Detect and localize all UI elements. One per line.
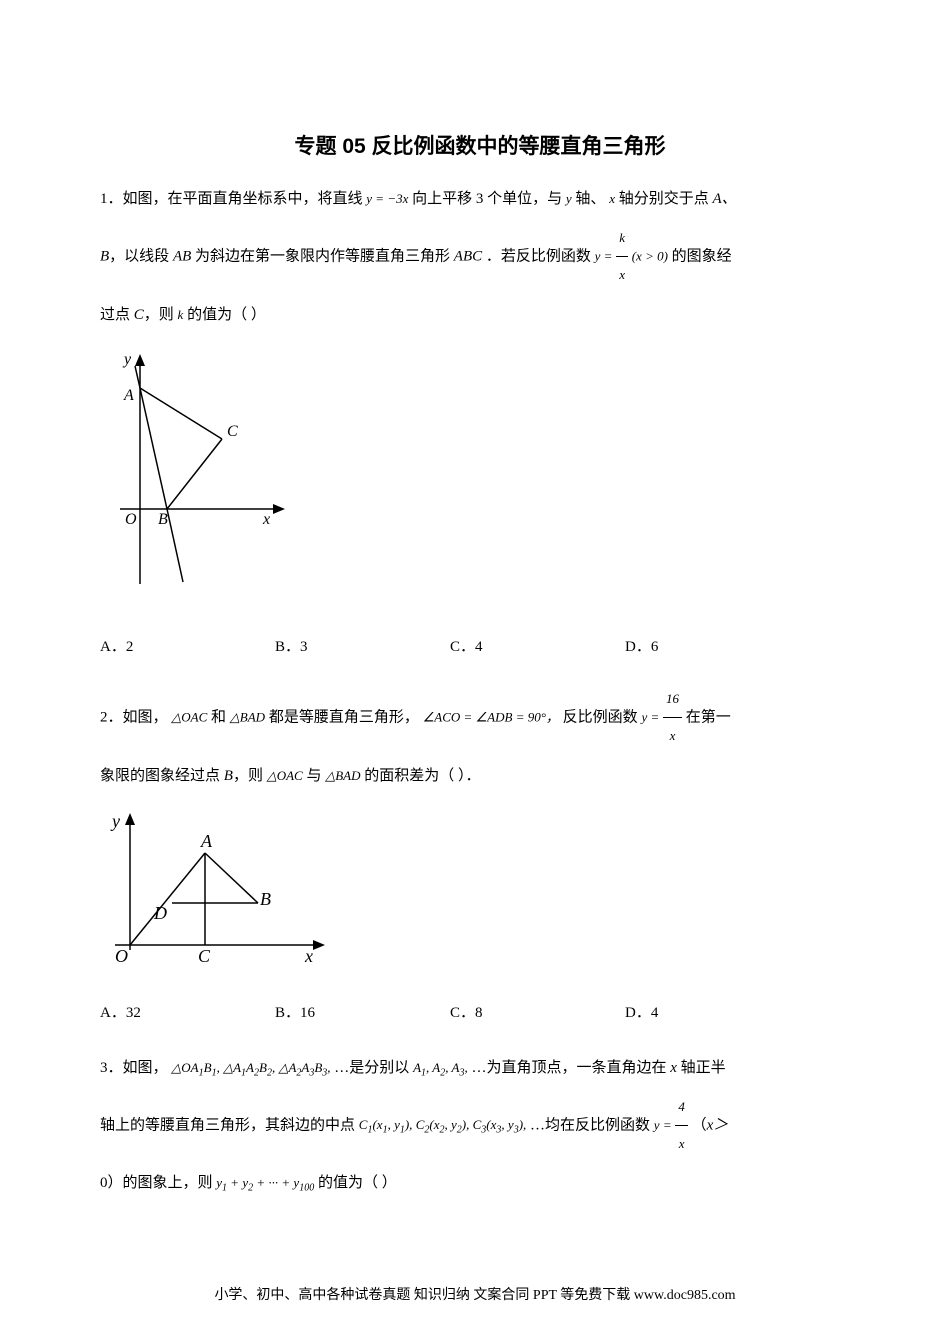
svg-text:O: O xyxy=(115,946,128,966)
q1-var: A、 xyxy=(712,191,736,207)
q2-option-a: A．32 xyxy=(100,994,275,1033)
q1-options: A．2 B．3 C．4 D．6 xyxy=(100,628,860,667)
q1-var: y xyxy=(566,191,572,206)
q3-text: 的值为（ ） xyxy=(318,1175,397,1191)
svg-text:D: D xyxy=(153,903,167,923)
q1-var: AB xyxy=(173,248,191,264)
q2-tri: △BAD xyxy=(230,709,265,724)
q2-text: 反比例函数 xyxy=(563,709,638,725)
q1-option-a: A．2 xyxy=(100,628,275,667)
q1-text: 的图象经 xyxy=(672,248,732,264)
q1-var: x xyxy=(609,191,615,206)
q1-var: k xyxy=(178,307,184,322)
q3-text: 0）的图象上，则 xyxy=(100,1175,213,1191)
q3-text: 轴正半 xyxy=(681,1060,726,1076)
q2-num: 2． xyxy=(100,709,123,725)
q3-num: 3． xyxy=(100,1060,123,1076)
q2-text: 如图， xyxy=(123,709,168,725)
q2-text: 和 xyxy=(211,709,226,725)
question-1: 1．如图，在平面直角坐标系中，将直线 y = −3x 向上平移 3 个单位，与 … xyxy=(100,178,860,667)
q1-text: ，以线段 xyxy=(109,248,169,264)
frac-den: x xyxy=(663,718,682,754)
q3-text: 轴上的等腰直角三角形，其斜边的中点 xyxy=(100,1117,355,1133)
svg-text:B: B xyxy=(158,511,168,528)
question-3: 3．如图， △OA1B1, △A1A2B2, △A2A3B3, …是分别以 A1… xyxy=(100,1047,860,1205)
q2-text: ，则 xyxy=(233,768,263,784)
q2-var: B xyxy=(224,768,233,784)
svg-text:x: x xyxy=(262,511,270,528)
q2-text: 与 xyxy=(306,768,321,784)
svg-text:x: x xyxy=(304,946,313,966)
svg-text:A: A xyxy=(123,387,134,404)
q2-options: A．32 B．16 C．8 D．4 xyxy=(100,994,860,1033)
q1-fraction: k x xyxy=(616,220,628,294)
q1-text: 为斜边在第一象限内作等腰直角三角形 xyxy=(195,248,450,264)
q1-text: 轴、 xyxy=(575,191,605,207)
q3-text: 如图， xyxy=(123,1060,168,1076)
svg-text:C: C xyxy=(198,946,211,966)
q1-option-b: B．3 xyxy=(275,628,450,667)
q1-option-c: C．4 xyxy=(450,628,625,667)
svg-text:B: B xyxy=(260,889,271,909)
q1-text: 向上平移 3 个单位，与 xyxy=(412,191,562,207)
q2-option-c: C．8 xyxy=(450,994,625,1033)
q2-fraction: 16 x xyxy=(663,681,682,755)
q1-num: 1． xyxy=(100,191,123,207)
page-footer: 小学、初中、高中各种试卷真题 知识归纳 文案合同 PPT 等免费下载 www.d… xyxy=(100,1284,850,1304)
q1-var: ABC xyxy=(454,248,482,264)
q1-eq: y = xyxy=(595,248,613,263)
q2-text: 在第一 xyxy=(686,709,731,725)
q3-pts: A1, A2, A3, xyxy=(413,1060,468,1075)
q1-text: 轴分别交于点 xyxy=(619,191,709,207)
q1-text: ，则 xyxy=(144,307,174,323)
q1-option-d: D．6 xyxy=(625,628,800,667)
figure-1: y A C O B x xyxy=(100,344,860,620)
frac-num: 16 xyxy=(663,681,682,718)
frac-num: 4 xyxy=(675,1089,688,1126)
q1-text: 的值为（ ） xyxy=(187,307,266,323)
q3-text: …均在反比例函数 xyxy=(530,1117,650,1133)
q3-text: （ xyxy=(692,1117,707,1133)
q2-text: 的面积差为（ ）． xyxy=(364,768,480,784)
svg-text:A: A xyxy=(200,831,213,851)
question-2: 2．如图， △OAC 和 △BAD 都是等腰直角三角形， ∠ACO = ∠ADB… xyxy=(100,681,860,1033)
q3-pts-c: C1(x1, y1), C2(x2, y2), C3(x3, y3), xyxy=(359,1117,527,1132)
q3-sum: y1 + y2 + ··· + y100 xyxy=(216,1175,314,1190)
frac-num: k xyxy=(616,220,628,257)
svg-text:O: O xyxy=(125,511,137,528)
q3-var: x＞ xyxy=(707,1117,729,1133)
q1-text: 过点 xyxy=(100,307,130,323)
q3-fraction: 4 x xyxy=(675,1089,688,1163)
q2-tri: △OAC xyxy=(171,709,207,724)
q1-eq1: y = −3x xyxy=(366,191,408,206)
q2-angle: ∠ACO = ∠ADB = 90°， xyxy=(423,709,559,724)
q1-eq: (x > 0) xyxy=(632,248,668,263)
q1-text: 如图，在平面直角坐标系中，将直线 xyxy=(123,191,363,207)
q1-var: C xyxy=(134,307,144,323)
q2-text: 象限的图象经过点 xyxy=(100,768,220,784)
q3-tri-seq: △OA1B1, △A1A2B2, △A2A3B3, xyxy=(171,1060,330,1075)
q2-option-b: B．16 xyxy=(275,994,450,1033)
q2-option-d: D．4 xyxy=(625,994,800,1033)
q2-text: 都是等腰直角三角形， xyxy=(269,709,419,725)
frac-den: x xyxy=(675,1126,688,1162)
q3-text: …为直角顶点，一条直角边在 xyxy=(471,1060,666,1076)
q1-text: ．若反比例函数 xyxy=(486,248,591,264)
document-title: 专题 05 反比例函数中的等腰直角三角形 xyxy=(100,130,860,160)
svg-text:y: y xyxy=(122,351,132,368)
q2-eq: y = xyxy=(641,709,659,724)
q2-tri: △OAC xyxy=(267,768,303,783)
q2-tri: △BAD xyxy=(325,768,360,783)
svg-text:y: y xyxy=(110,811,120,831)
q3-eq: y = xyxy=(654,1117,672,1132)
q3-var: x xyxy=(670,1060,677,1076)
svg-text:C: C xyxy=(227,423,238,440)
q3-text: …是分别以 xyxy=(334,1060,409,1076)
figure-2: y A D B O C x xyxy=(100,805,860,986)
q1-var: B xyxy=(100,248,109,264)
frac-den: x xyxy=(616,257,628,293)
